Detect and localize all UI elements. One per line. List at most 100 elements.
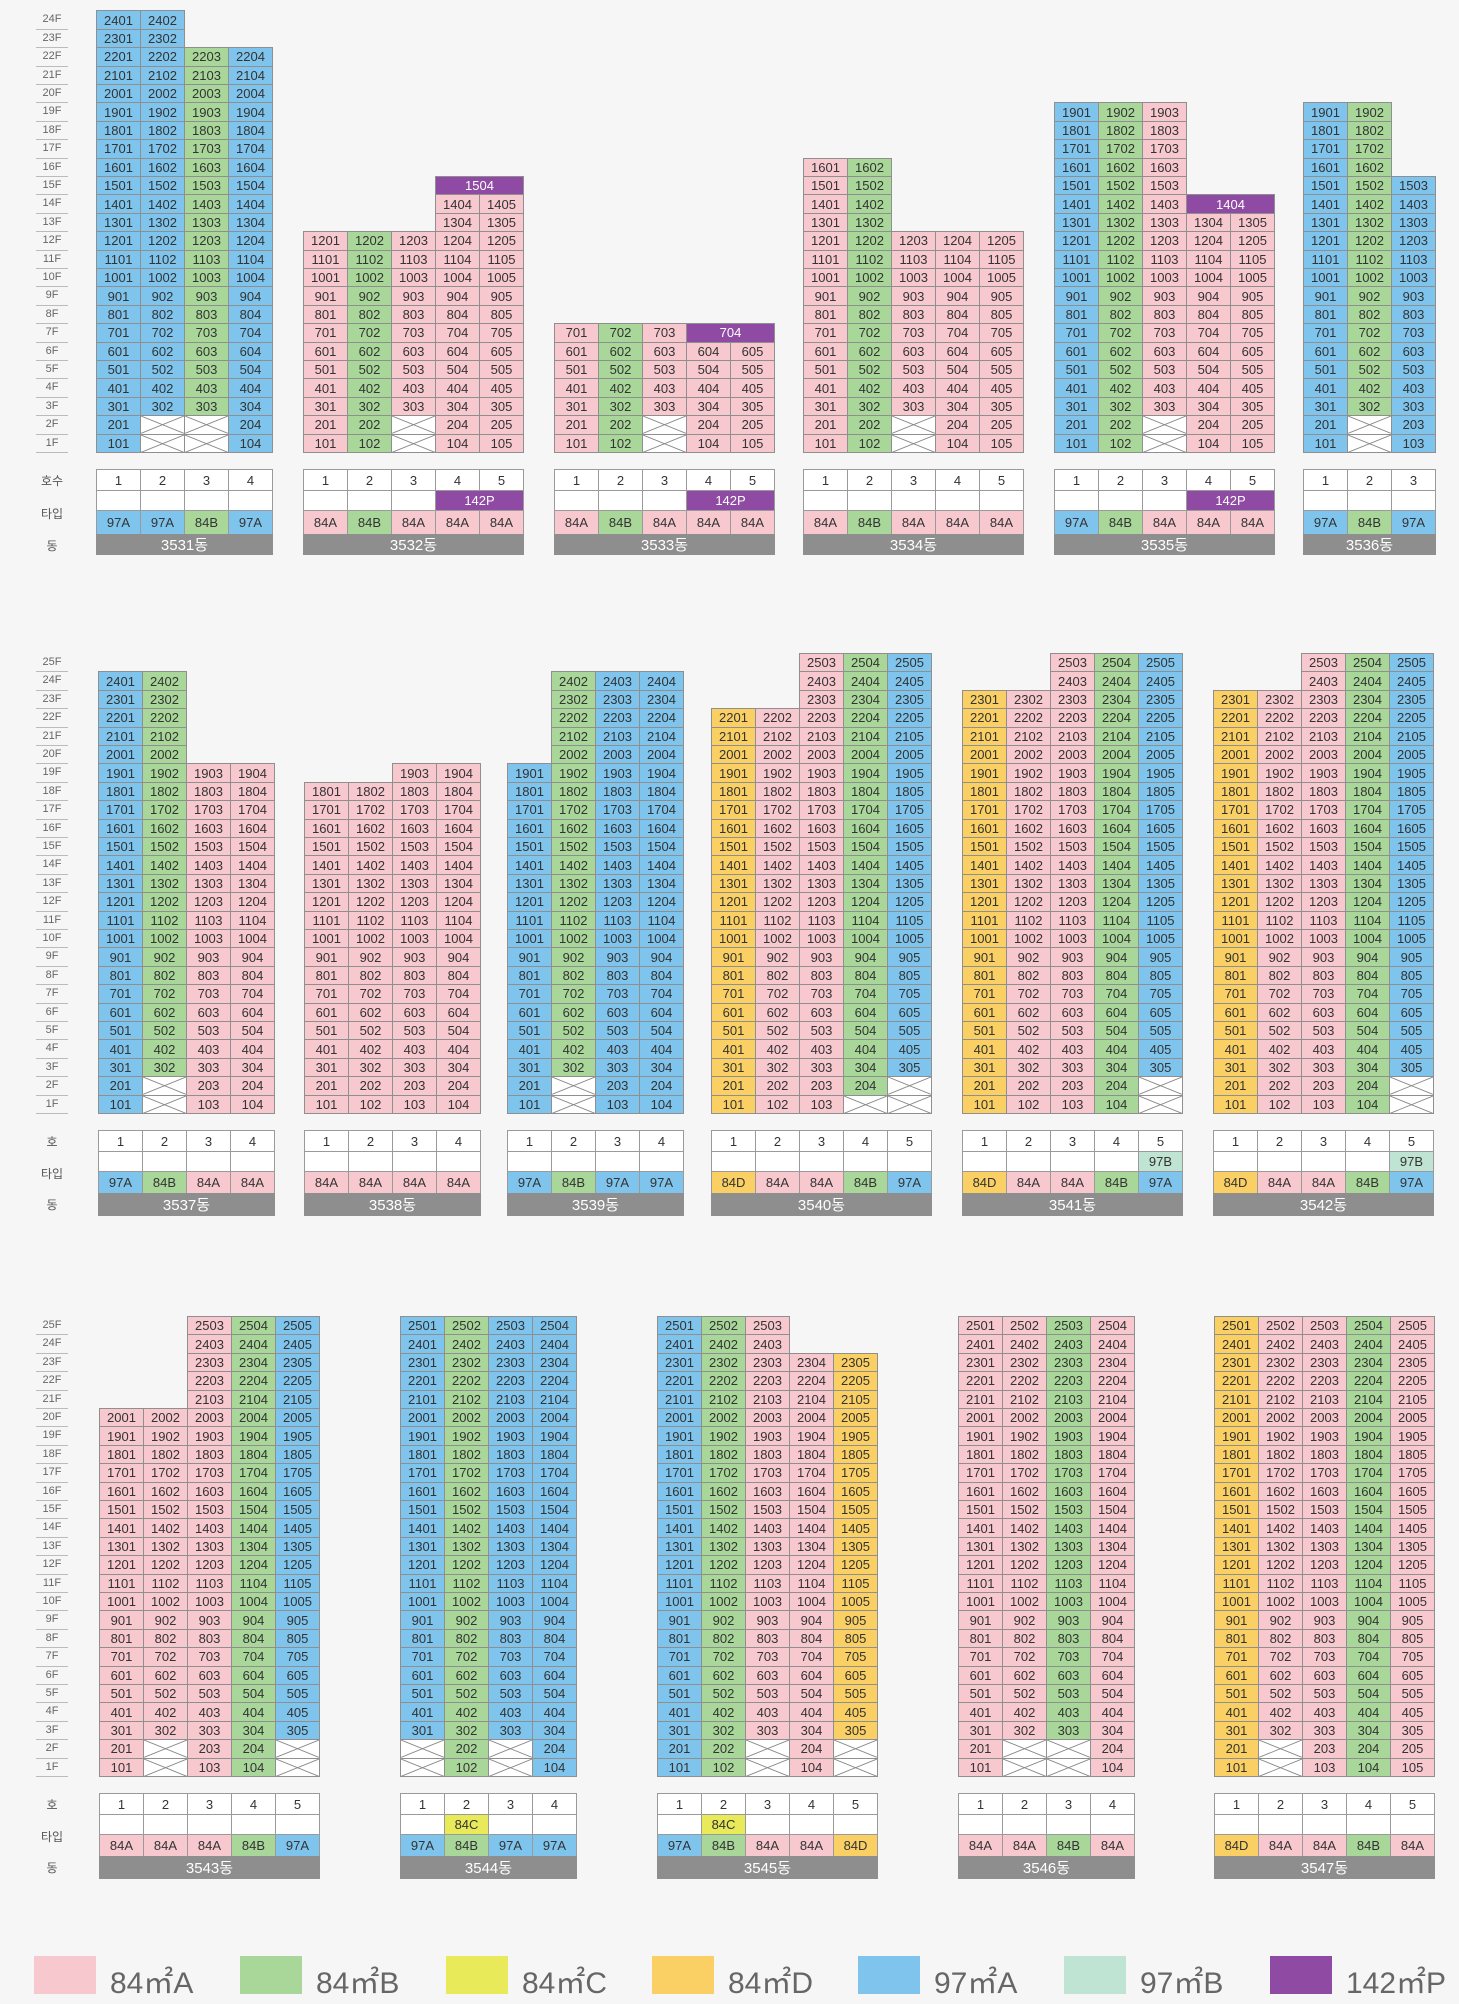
unit-cell[interactable]: 1601 bbox=[99, 1481, 144, 1501]
unit-cell[interactable]: 1305 bbox=[833, 1536, 878, 1557]
unit-cell[interactable]: 902 bbox=[143, 1610, 188, 1630]
unit-cell[interactable]: 302 bbox=[1257, 1057, 1302, 1078]
unit-cell[interactable]: 1105 bbox=[1389, 910, 1434, 930]
unit-cell[interactable]: 1904 bbox=[1345, 763, 1390, 783]
unit-cell[interactable]: 1805 bbox=[1138, 781, 1183, 802]
unit-cell[interactable]: 202 bbox=[444, 1739, 489, 1759]
unit-cell[interactable]: 2305 bbox=[887, 689, 932, 710]
unit-cell[interactable]: 1101 bbox=[304, 910, 349, 930]
unit-cell[interactable]: 1601 bbox=[711, 818, 756, 838]
unit-cell[interactable]: 702 bbox=[1098, 323, 1143, 343]
unit-cell[interactable]: 1504 bbox=[436, 837, 481, 857]
unit-cell[interactable]: 2205 bbox=[1389, 708, 1434, 728]
unit-cell[interactable]: 1201 bbox=[711, 892, 756, 912]
unit-cell[interactable]: 604 bbox=[1094, 1002, 1139, 1022]
unit-cell[interactable]: 2002 bbox=[1258, 1408, 1303, 1428]
unit-cell[interactable]: 2403 bbox=[1050, 671, 1095, 691]
unit-cell[interactable]: 1801 bbox=[958, 1444, 1003, 1465]
unit-cell[interactable]: 704 bbox=[1094, 984, 1139, 1004]
vacant-cell[interactable] bbox=[488, 1739, 533, 1759]
unit-cell[interactable]: 1103 bbox=[488, 1573, 533, 1593]
unit-cell[interactable]: 2103 bbox=[1302, 1389, 1347, 1409]
unit-cell[interactable]: 1702 bbox=[1257, 800, 1302, 820]
unit-cell[interactable]: 702 bbox=[598, 323, 643, 343]
unit-cell[interactable]: 401 bbox=[803, 378, 848, 398]
unit-cell[interactable]: 1204 bbox=[843, 892, 888, 912]
unit-cell[interactable]: 905 bbox=[887, 947, 932, 967]
unit-cell[interactable]: 1304 bbox=[639, 873, 684, 894]
unit-cell[interactable]: 501 bbox=[958, 1684, 1003, 1704]
unit-cell[interactable]: 2201 bbox=[962, 708, 1007, 728]
unit-cell[interactable]: 1702 bbox=[1258, 1463, 1303, 1483]
unit-cell[interactable]: 501 bbox=[962, 1021, 1007, 1041]
unit-cell[interactable]: 401 bbox=[1214, 1702, 1259, 1722]
unit-cell[interactable]: 1403 bbox=[1046, 1518, 1091, 1538]
unit-cell[interactable]: 201 bbox=[554, 415, 599, 435]
unit-cell[interactable]: 905 bbox=[1389, 947, 1434, 967]
unit-cell[interactable]: 1905 bbox=[1138, 763, 1183, 783]
unit-cell[interactable]: 1803 bbox=[1302, 1444, 1347, 1465]
unit-cell[interactable]: 1003 bbox=[186, 929, 231, 949]
unit-cell[interactable]: 501 bbox=[99, 1684, 144, 1704]
unit-cell[interactable]: 1505 bbox=[1389, 837, 1434, 857]
unit-cell[interactable]: 1001 bbox=[303, 268, 348, 288]
unit-cell[interactable]: 702 bbox=[348, 984, 393, 1004]
unit-cell[interactable]: 601 bbox=[1213, 1002, 1258, 1022]
unit-cell[interactable]: 102 bbox=[348, 1094, 393, 1114]
unit-cell[interactable]: 1703 bbox=[1142, 139, 1187, 159]
unit-cell[interactable]: 2103 bbox=[1046, 1389, 1091, 1409]
unit-cell[interactable]: 901 bbox=[1214, 1610, 1259, 1630]
unit-cell[interactable]: 1403 bbox=[184, 194, 229, 214]
unit-cell[interactable]: 2103 bbox=[184, 65, 229, 85]
unit-cell[interactable]: 303 bbox=[595, 1057, 640, 1078]
unit-cell[interactable]: 1904 bbox=[436, 763, 481, 783]
unit-cell[interactable]: 602 bbox=[1258, 1665, 1303, 1685]
unit-cell[interactable]: 1102 bbox=[1002, 1573, 1047, 1593]
unit-cell[interactable]: 601 bbox=[803, 341, 848, 361]
unit-cell[interactable]: 202 bbox=[847, 415, 892, 435]
unit-cell[interactable]: 2202 bbox=[1006, 708, 1051, 728]
unit-cell[interactable]: 1805 bbox=[833, 1444, 878, 1465]
unit-cell[interactable]: 2303 bbox=[745, 1352, 790, 1373]
unit-cell[interactable]: 1404 bbox=[1090, 1518, 1135, 1538]
unit-cell[interactable]: 1803 bbox=[488, 1444, 533, 1465]
unit-cell[interactable]: 104 bbox=[532, 1757, 577, 1777]
unit-cell[interactable]: 2403 bbox=[1302, 1334, 1347, 1354]
unit-cell[interactable]: 704 bbox=[935, 323, 980, 343]
unit-cell[interactable]: 402 bbox=[1006, 1039, 1051, 1059]
unit-cell[interactable]: 1503 bbox=[488, 1500, 533, 1520]
unit-cell[interactable]: 702 bbox=[444, 1647, 489, 1667]
unit-cell[interactable]: 904 bbox=[231, 1610, 276, 1630]
unit-cell[interactable]: 1303 bbox=[799, 873, 844, 894]
unit-cell[interactable]: 1602 bbox=[143, 1481, 188, 1501]
unit-cell[interactable]: 1401 bbox=[962, 855, 1007, 875]
unit-cell[interactable]: 1703 bbox=[1301, 800, 1346, 820]
unit-cell[interactable]: 305 bbox=[730, 396, 775, 417]
unit-cell[interactable]: 902 bbox=[847, 286, 892, 306]
unit-cell[interactable]: 303 bbox=[1046, 1720, 1091, 1741]
unit-cell[interactable]: 804 bbox=[1186, 304, 1231, 325]
unit-cell[interactable]: 502 bbox=[140, 360, 185, 380]
unit-cell[interactable]: 1503 bbox=[1142, 176, 1187, 196]
unit-cell[interactable]: 2304 bbox=[1345, 689, 1390, 710]
unit-cell[interactable]: 1802 bbox=[143, 1444, 188, 1465]
unit-cell[interactable]: 1501 bbox=[304, 837, 349, 857]
vacant-cell[interactable] bbox=[1002, 1757, 1047, 1777]
unit-cell[interactable]: 304 bbox=[789, 1720, 834, 1741]
unit-cell[interactable]: 903 bbox=[595, 947, 640, 967]
unit-cell[interactable]: 2105 bbox=[1389, 726, 1434, 746]
unit-cell[interactable]: 701 bbox=[96, 323, 141, 343]
unit-cell[interactable]: 802 bbox=[142, 965, 187, 986]
unit-cell[interactable]: 1304 bbox=[1094, 873, 1139, 894]
unit-cell[interactable]: 201 bbox=[507, 1076, 552, 1096]
unit-cell[interactable]: 1205 bbox=[979, 231, 1024, 251]
unit-cell[interactable]: 1901 bbox=[99, 1426, 144, 1446]
unit-cell[interactable]: 102 bbox=[1006, 1094, 1051, 1114]
unit-cell[interactable]: 1603 bbox=[595, 818, 640, 838]
penthouse-cell[interactable]: 1404 bbox=[1186, 194, 1275, 214]
unit-cell[interactable]: 403 bbox=[595, 1039, 640, 1059]
unit-cell[interactable]: 301 bbox=[400, 1720, 445, 1741]
unit-cell[interactable]: 2402 bbox=[1258, 1334, 1303, 1354]
unit-cell[interactable]: 1102 bbox=[1257, 910, 1302, 930]
unit-cell[interactable]: 2301 bbox=[962, 689, 1007, 710]
